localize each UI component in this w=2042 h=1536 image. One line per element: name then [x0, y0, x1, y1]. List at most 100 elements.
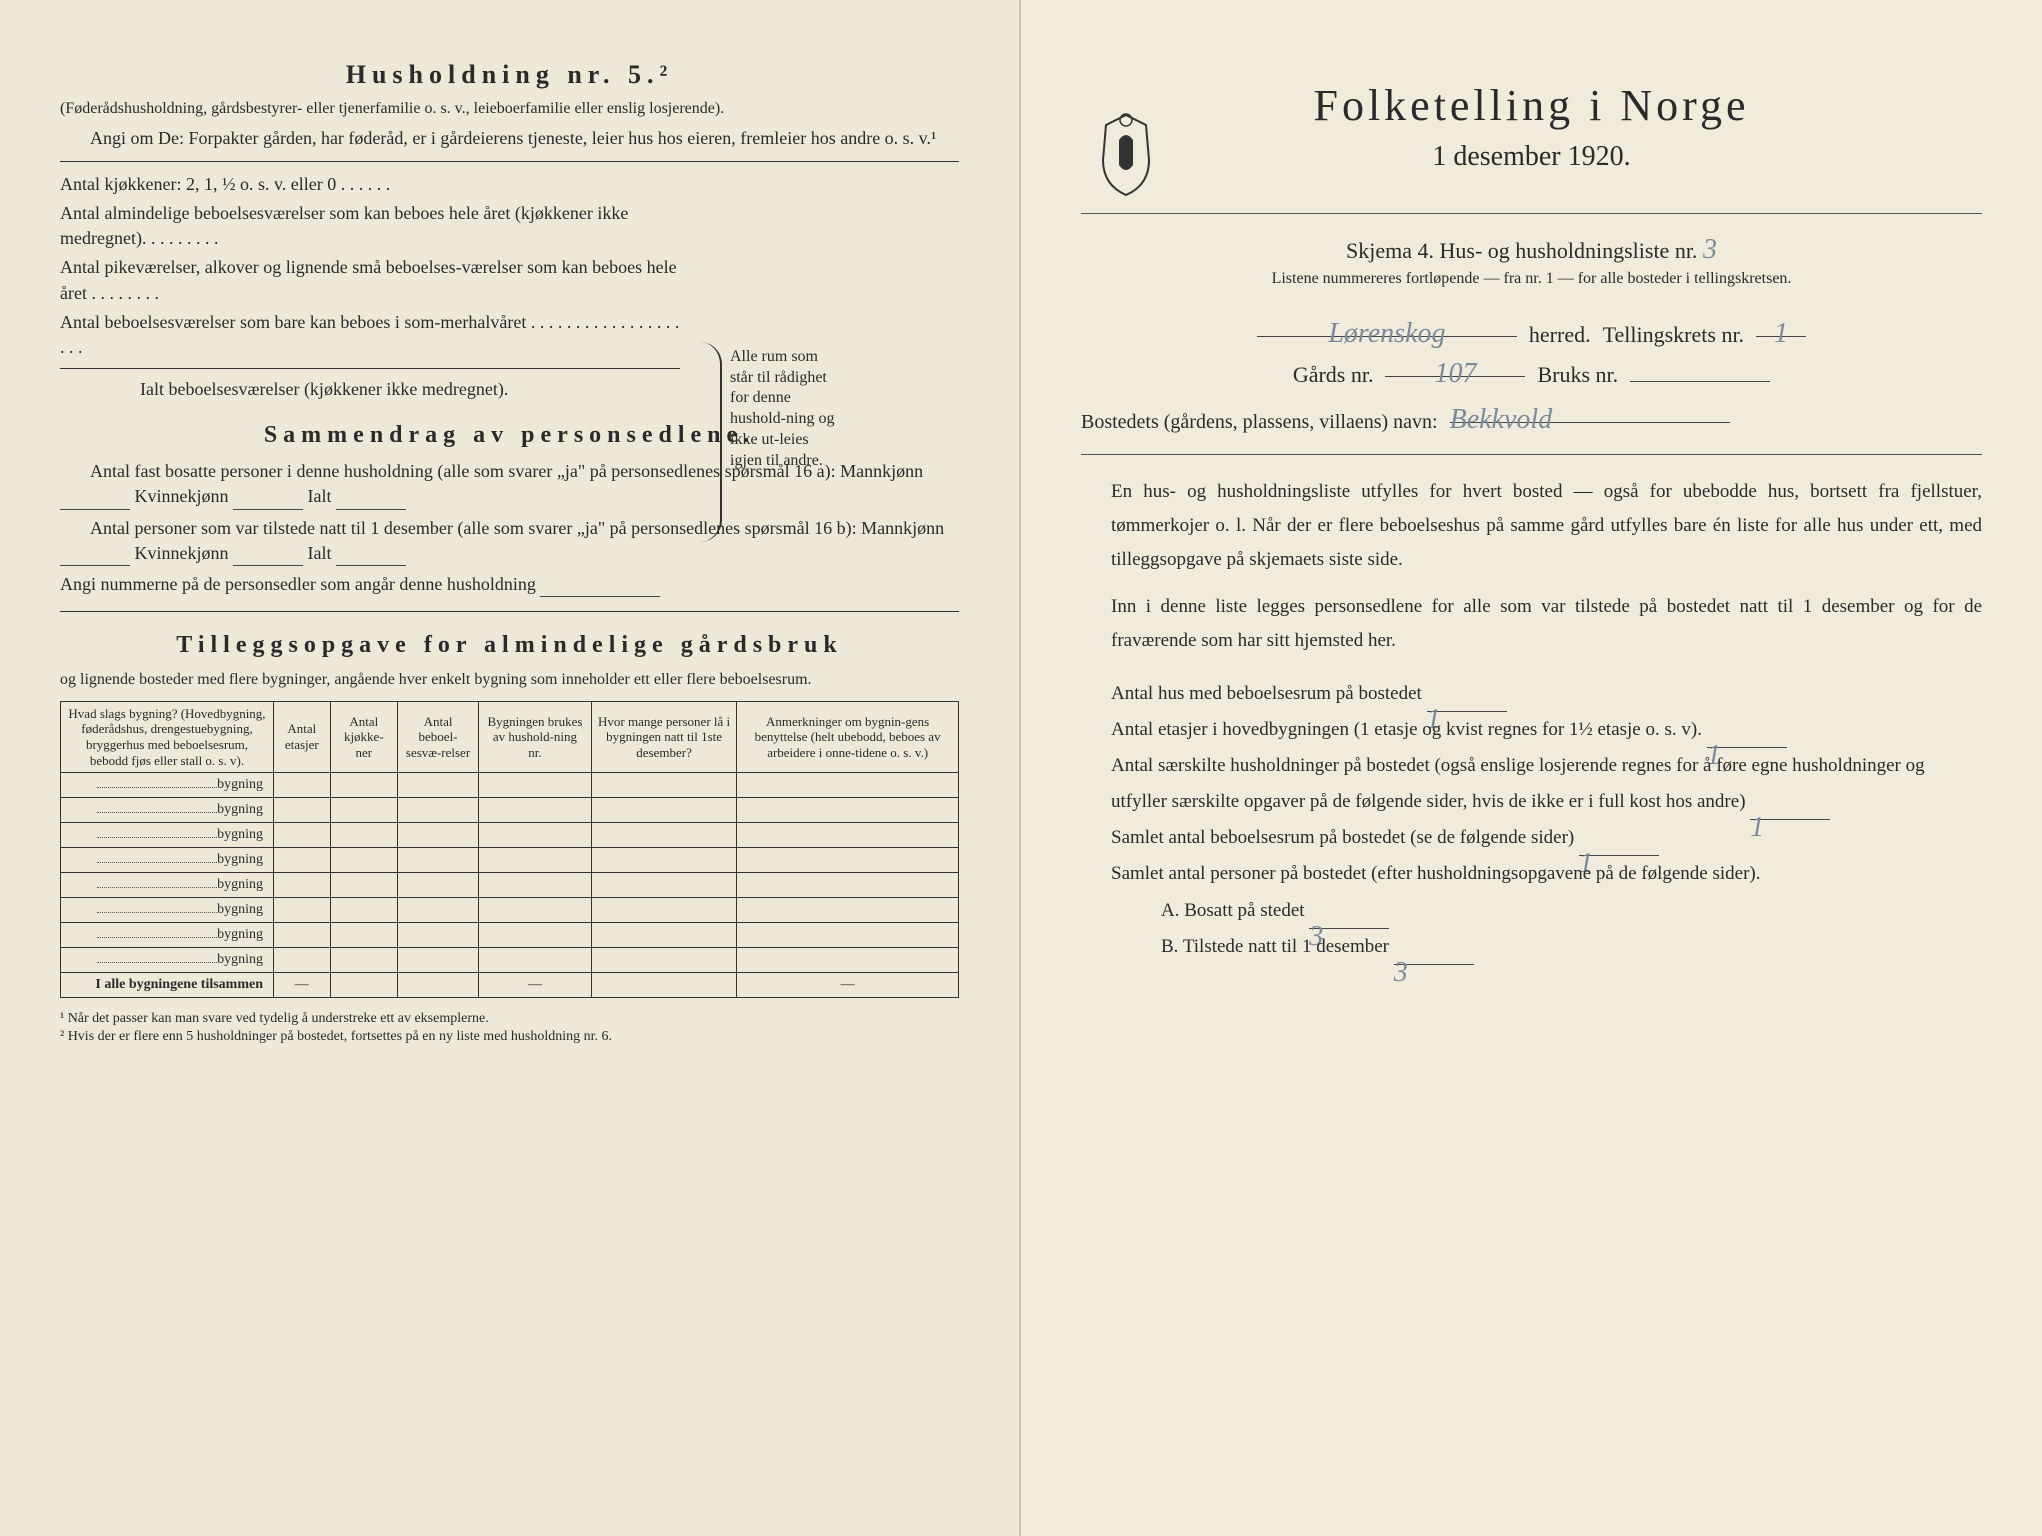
table-cell	[737, 773, 959, 798]
table-cell	[737, 873, 959, 898]
tillegg-sub: og lignende bosteder med flere bygninger…	[60, 669, 959, 691]
table-header: Anmerkninger om bygnin-gens benyttelse (…	[737, 701, 959, 772]
table-row: bygning	[61, 848, 959, 873]
table-cell	[274, 898, 331, 923]
total-row-label: I alle bygningene tilsammen	[61, 973, 274, 998]
table-cell	[479, 923, 592, 948]
footnotes: ¹ Når det passer kan man svare ved tydel…	[60, 1010, 959, 1046]
qA-row: A. Bosatt på stedet 3	[1161, 893, 1982, 929]
table-row: bygning	[61, 948, 959, 973]
listene-line: Listene nummereres fortløpende — fra nr.…	[1081, 270, 1982, 288]
q2-row: Antal etasjer i hovedbygningen (1 etasje…	[1111, 712, 1982, 748]
table-row: bygning	[61, 873, 959, 898]
table-cell	[398, 898, 479, 923]
gards-nr-value: 107	[1434, 358, 1476, 389]
table-cell	[330, 798, 397, 823]
table-cell	[591, 898, 736, 923]
table-cell	[274, 823, 331, 848]
table-cell	[591, 798, 736, 823]
table-cell	[330, 848, 397, 873]
left-page: Husholdning nr. 5.² (Føderådshusholdning…	[0, 0, 1021, 1536]
bosted-value: Bekkvold	[1450, 404, 1553, 435]
row-label-cell: bygning	[61, 898, 274, 923]
table-cell	[737, 823, 959, 848]
table-cell: —	[737, 973, 959, 998]
table-cell	[737, 798, 959, 823]
table-cell	[591, 823, 736, 848]
row-label-cell: bygning	[61, 773, 274, 798]
table-row: bygning	[61, 798, 959, 823]
gards-row: Gårds nr. 107 Bruks nr.	[1081, 358, 1982, 388]
table-cell	[591, 773, 736, 798]
kitchens-line: Antal kjøkkener: 2, 1, ½ o. s. v. eller …	[60, 172, 680, 197]
table-cell	[591, 948, 736, 973]
table-cell	[479, 873, 592, 898]
coat-of-arms-icon	[1091, 110, 1161, 200]
bracket-text: Alle rum som står til rådighet for denne…	[730, 347, 840, 472]
table-cell	[737, 923, 959, 948]
household-heading: Husholdning nr. 5.²	[60, 60, 959, 90]
row-label-cell: bygning	[61, 923, 274, 948]
table-cell	[479, 773, 592, 798]
table-cell	[398, 973, 479, 998]
table-cell	[737, 898, 959, 923]
table-cell	[479, 898, 592, 923]
rooms1: Antal almindelige beboelsesværelser som …	[60, 201, 680, 251]
table-cell	[479, 798, 592, 823]
table-cell	[274, 848, 331, 873]
table-cell	[479, 823, 592, 848]
table-cell	[274, 798, 331, 823]
table-header-row: Hvad slags bygning? (Hovedbygning, føder…	[61, 701, 959, 772]
skjema-nr-value: 3	[1703, 234, 1717, 265]
qB-row: B. Tilstede natt til 1 desember 3	[1161, 929, 1982, 965]
table-total-row: I alle bygningene tilsammen———	[61, 973, 959, 998]
rooms3: Antal beboelsesværelser som bare kan beb…	[60, 310, 680, 360]
tillegg-heading: Tilleggsopgave for almindelige gårdsbruk	[60, 632, 959, 659]
table-cell: —	[479, 973, 592, 998]
bracket-shape	[700, 342, 722, 542]
para2: Inn i denne liste legges personsedlene f…	[1111, 590, 1982, 658]
main-title: Folketelling i Norge	[1081, 80, 1982, 131]
table-cell	[479, 948, 592, 973]
row-label-cell: bygning	[61, 948, 274, 973]
table-cell	[398, 873, 479, 898]
table-cell	[591, 973, 736, 998]
table-cell	[591, 848, 736, 873]
row-label-cell: bygning	[61, 873, 274, 898]
table-cell	[330, 873, 397, 898]
table-cell	[330, 923, 397, 948]
table-cell	[330, 773, 397, 798]
q5-row: Samlet antal personer på bostedet (efter…	[1111, 856, 1982, 892]
table-cell	[398, 773, 479, 798]
table-row: bygning	[61, 898, 959, 923]
bygning-table: Hvad slags bygning? (Hovedbygning, føder…	[60, 701, 959, 998]
table-header: Hvor mange personer lå i bygningen natt …	[591, 701, 736, 772]
table-cell	[330, 973, 397, 998]
herred-row: Lørenskog herred. Tellingskrets nr. 1	[1081, 318, 1982, 348]
right-page: Folketelling i Norge 1 desember 1920. Sk…	[1021, 0, 2042, 1536]
table-cell	[330, 898, 397, 923]
rooms-total: Ialt beboelsesværelser (kjøkkener ikke m…	[140, 377, 760, 402]
table-cell: —	[274, 973, 331, 998]
table-cell	[398, 848, 479, 873]
table-cell	[398, 798, 479, 823]
sub2: Angi om De: Forpakter gården, har føderå…	[90, 126, 959, 151]
row-label-cell: bygning	[61, 848, 274, 873]
table-cell	[479, 848, 592, 873]
table-cell	[737, 948, 959, 973]
q4-row: Samlet antal beboelsesrum på bostedet (s…	[1111, 820, 1982, 856]
table-cell	[274, 773, 331, 798]
date-line: 1 desember 1920.	[1081, 141, 1982, 173]
tellingskrets-nr: 1	[1774, 318, 1788, 349]
table-header: Bygningen brukes av hushold-ning nr.	[479, 701, 592, 772]
summary-line-2: Antal personer som var tilstede natt til…	[60, 516, 959, 566]
q3-row: Antal særskilte husholdninger på bostede…	[1111, 748, 1982, 820]
table-cell	[591, 873, 736, 898]
table-row: bygning	[61, 823, 959, 848]
table-header: Hvad slags bygning? (Hovedbygning, føder…	[61, 701, 274, 772]
table-header: Antal beboel-sesvæ-relser	[398, 701, 479, 772]
qB-value: 3	[1394, 957, 1408, 988]
table-header: Antal kjøkke-ner	[330, 701, 397, 772]
table-cell	[398, 948, 479, 973]
table-cell	[398, 823, 479, 848]
